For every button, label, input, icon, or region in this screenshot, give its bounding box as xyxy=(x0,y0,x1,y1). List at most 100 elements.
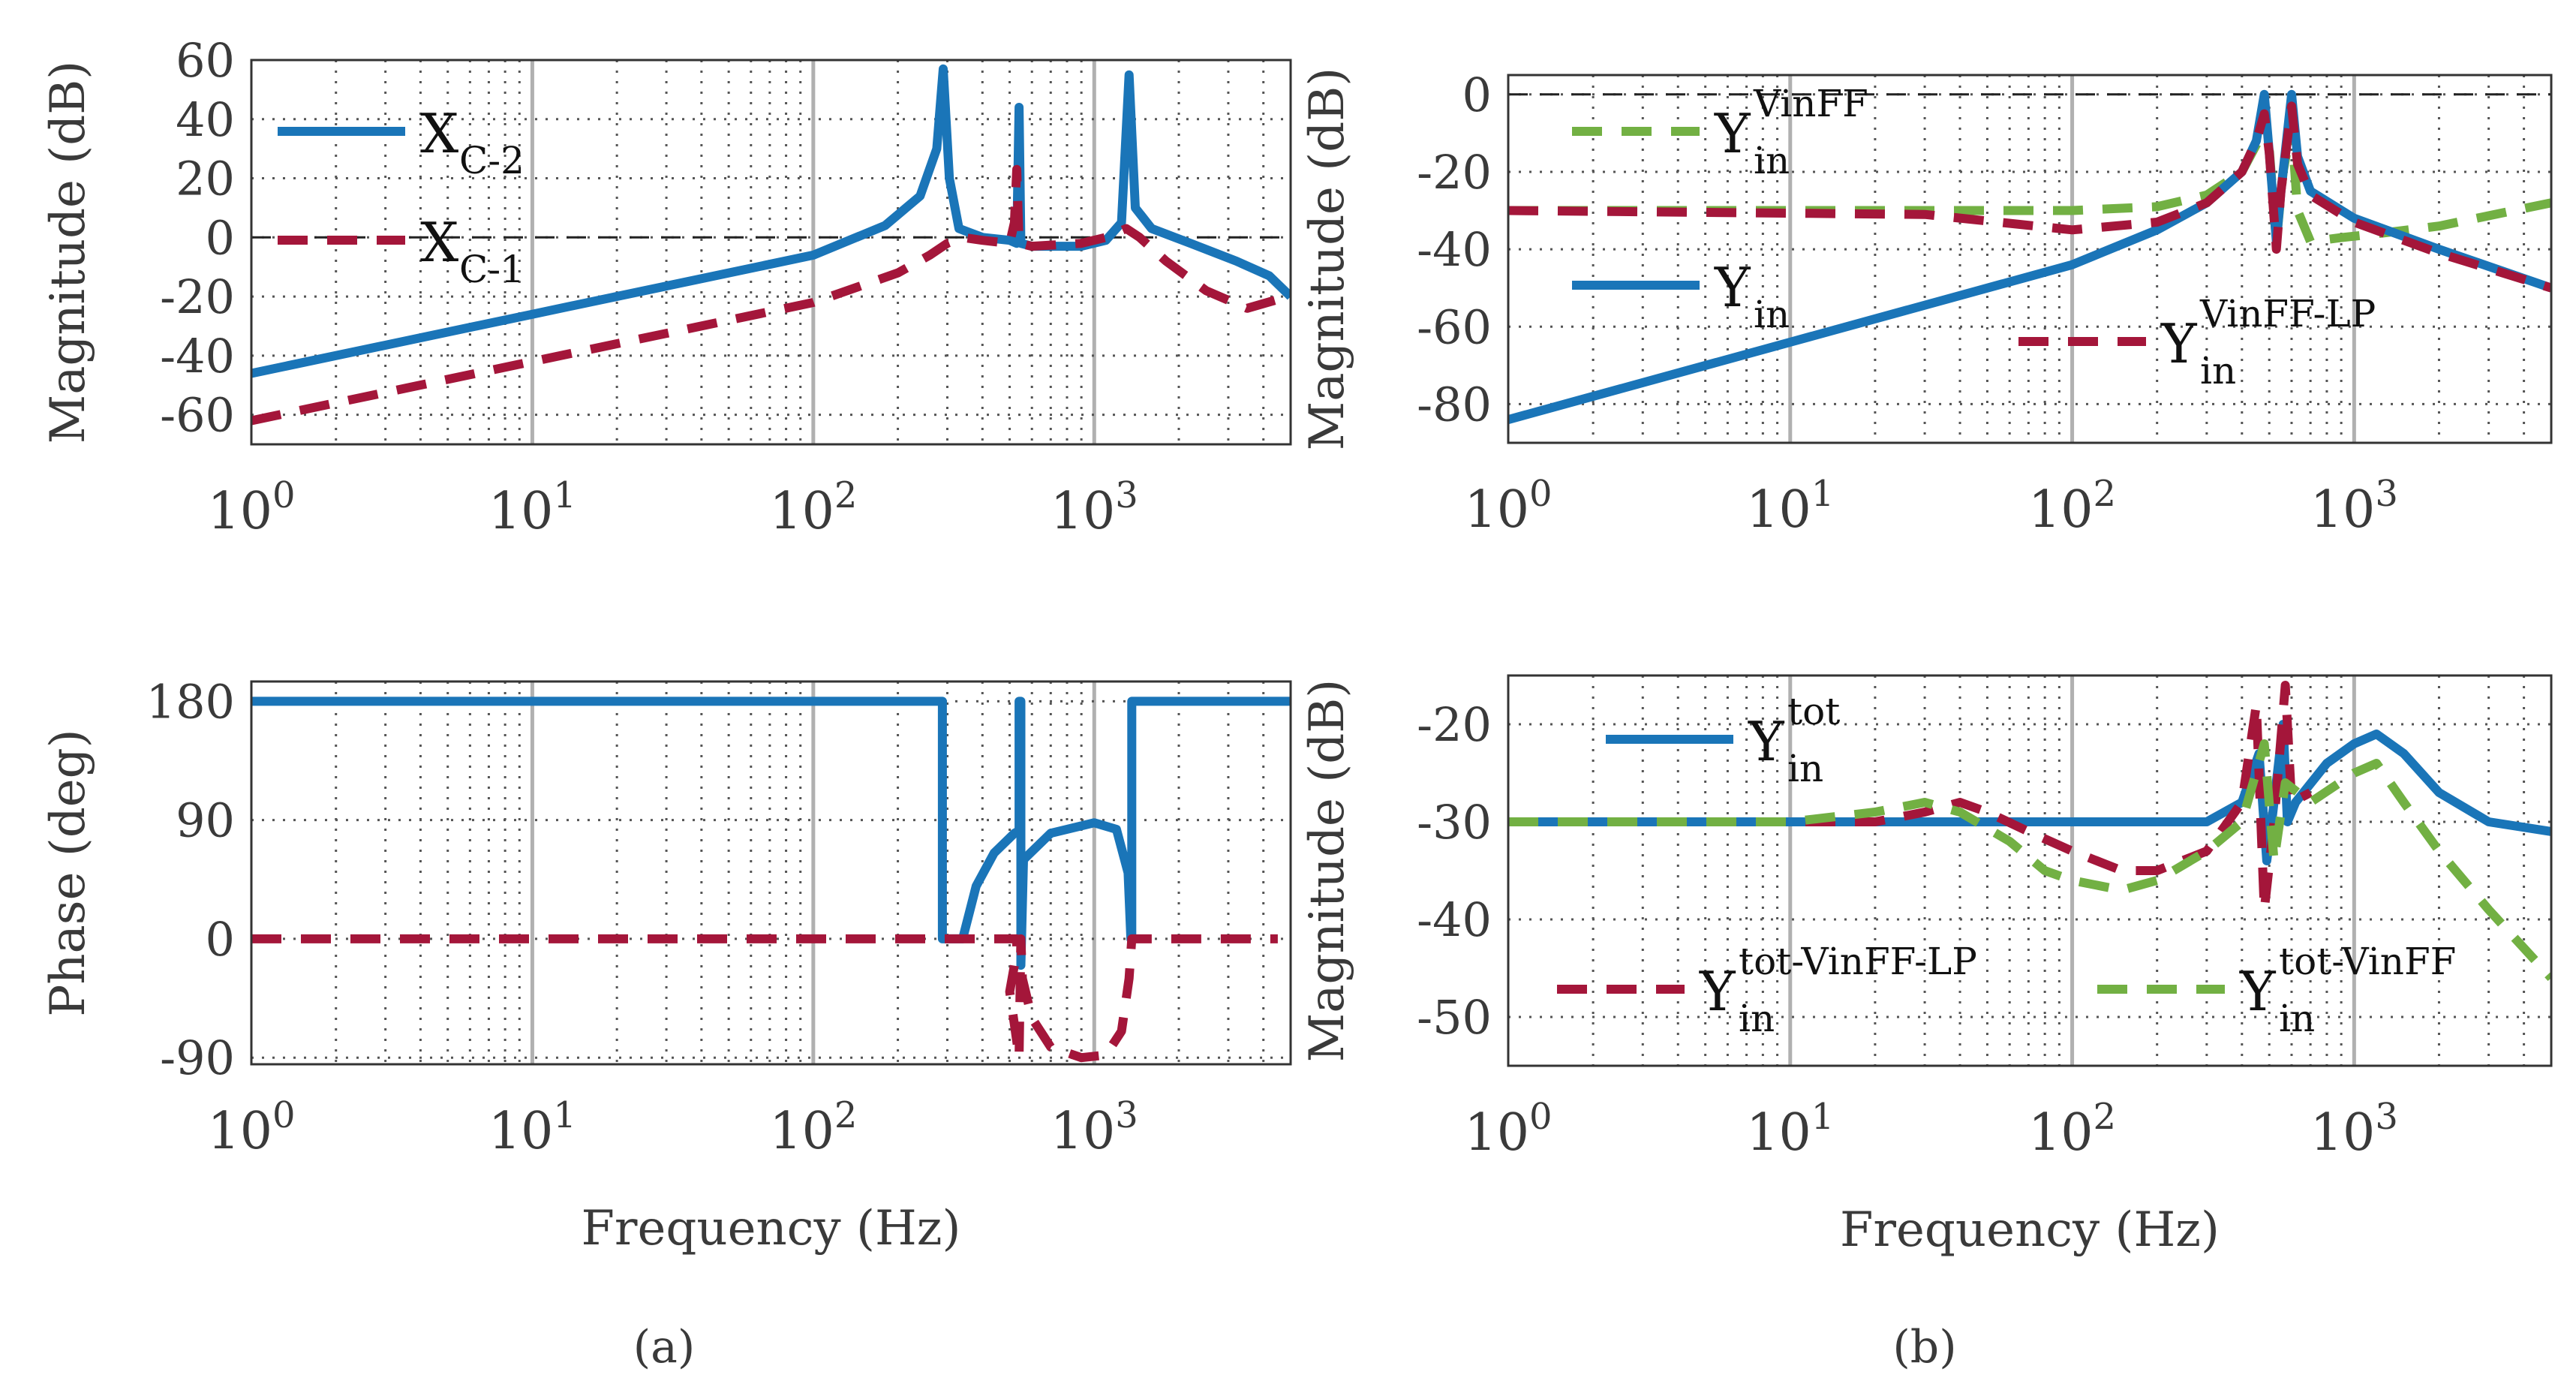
grid xyxy=(251,681,1292,1064)
series-line-red xyxy=(1508,681,2313,914)
legend-label-sub: in xyxy=(2200,349,2236,393)
y-tick-label: -40 xyxy=(160,329,235,384)
legend-label: Y xyxy=(1714,256,1751,319)
y-tick-label: -60 xyxy=(1417,299,1492,354)
y-tick-label: -40 xyxy=(1417,222,1492,277)
x-tick-label: 102 xyxy=(2028,473,2116,540)
caption-b: (b) xyxy=(1892,1321,1956,1373)
legend-label: Y xyxy=(1699,960,1736,1023)
x-tick-label: 100 xyxy=(1464,473,1552,540)
series-line-blue xyxy=(1508,89,2551,424)
y-tick-label: -20 xyxy=(160,269,235,324)
x-tick-label: 103 xyxy=(2310,1096,2398,1163)
series-line-red xyxy=(1508,101,2551,293)
series-group xyxy=(251,697,1291,1063)
series-line-blue xyxy=(1508,720,2551,865)
x-tick-label: 101 xyxy=(488,474,576,541)
legend-label-sub: C-2 xyxy=(459,139,525,182)
y-axis-label: Magnitude (dB) xyxy=(1300,679,1355,1062)
axes-box xyxy=(1507,674,2553,1067)
y-axis-label: Phase (deg) xyxy=(41,729,96,1016)
y-tick-label: -60 xyxy=(160,388,235,443)
x-tick-label: 101 xyxy=(488,1094,576,1161)
y-axis-label: Magnitude (dB) xyxy=(41,61,96,444)
y-tick-label: 90 xyxy=(176,793,235,848)
y-tick-label: -20 xyxy=(1417,697,1492,752)
series-line-red xyxy=(251,934,1278,1063)
chart-b-magnitude-bottom: 100 101 102 103 -50 -40 -30 -20 Magnitude (dB) Fr… xyxy=(1300,674,2553,1258)
y-tick-label: 180 xyxy=(146,674,235,729)
legend-label: X xyxy=(420,211,458,274)
legend-label: Y xyxy=(1748,710,1785,773)
series-line-blue xyxy=(251,64,1291,378)
caption-a: (a) xyxy=(633,1321,696,1373)
legend-label-sup: tot-VinFF xyxy=(2279,940,2456,983)
series-line-green xyxy=(1508,739,2551,982)
grid xyxy=(251,59,1292,444)
y-tick-label: -50 xyxy=(1417,990,1492,1045)
legend-label: Y xyxy=(1714,102,1751,165)
y-tick-label: -90 xyxy=(160,1030,235,1085)
chart-b-magnitude-top: 100 101 102 103 -80 -60 -40 -20 0 Magnitude (dB) Y… xyxy=(1300,68,2553,540)
legend-label: Y xyxy=(2239,960,2277,1023)
x-tick-label: 102 xyxy=(2028,1096,2116,1163)
x-tick-label: 101 xyxy=(1746,473,1834,540)
y-tick-label: 0 xyxy=(206,210,235,265)
x-tick-label: 100 xyxy=(1464,1096,1552,1163)
legend-entry-red: X C-1 xyxy=(278,211,525,291)
x-tick-label: 102 xyxy=(769,1094,857,1161)
chart-a-phase: 100 101 102 103 -90 0 90 180 Phase (deg) Frequenc… xyxy=(41,674,1292,1256)
legend-label: Y xyxy=(2160,312,2198,375)
axes-box xyxy=(1507,74,2553,444)
y-tick-label: 20 xyxy=(176,152,235,206)
series-group xyxy=(251,64,1291,426)
legend-label-sup: tot-VinFF-LP xyxy=(1739,940,1977,983)
x-tick-label: 100 xyxy=(207,1094,295,1161)
legend-label-sub: C-1 xyxy=(459,248,525,291)
axes-box xyxy=(250,59,1292,446)
legend-label-sub: in xyxy=(1739,997,1775,1040)
legend-entry-green: Y VinFF in xyxy=(1572,82,1868,182)
y-tick-label: -30 xyxy=(1417,795,1492,850)
y-tick-label: 40 xyxy=(176,92,235,147)
legend-label-sub: in xyxy=(1787,747,1823,790)
x-tick-label: 103 xyxy=(2310,473,2398,540)
legend-label-sup: tot xyxy=(1787,690,1840,733)
series-line-blue xyxy=(251,697,1291,970)
y-tick-label: -20 xyxy=(1417,145,1492,200)
x-tick-label: 103 xyxy=(1051,1094,1138,1161)
grid xyxy=(1508,75,2553,443)
series-line-green xyxy=(1508,109,2551,246)
legend-label-sub: in xyxy=(2279,997,2315,1040)
legend-entry-red: Y VinFF-LP in xyxy=(2018,292,2376,393)
axes-box xyxy=(250,680,1292,1066)
x-axis-label: Frequency (Hz) xyxy=(582,1201,961,1256)
series-line-red xyxy=(251,164,1279,426)
x-tick-label: 100 xyxy=(207,474,295,541)
y-tick-label: -80 xyxy=(1417,377,1492,432)
y-tick-label: -40 xyxy=(1417,892,1492,947)
y-tick-label: 60 xyxy=(176,33,235,88)
legend-label-sub: in xyxy=(1754,139,1790,182)
y-tick-label: 0 xyxy=(1462,68,1492,122)
y-axis-label: Magnitude (dB) xyxy=(1300,68,1355,450)
legend-label-sup: VinFF xyxy=(1753,82,1868,125)
legend-label-sup: VinFF-LP xyxy=(2199,292,2376,335)
legend-label: X xyxy=(420,102,458,165)
x-tick-label: 101 xyxy=(1746,1096,1834,1163)
legend-label-sub: in xyxy=(1754,293,1790,336)
x-axis-label: Frequency (Hz) xyxy=(1840,1202,2220,1258)
x-tick-label: 102 xyxy=(769,474,857,541)
x-tick-label: 103 xyxy=(1051,474,1138,541)
legend-entry-blue: X C-2 xyxy=(278,102,525,182)
grid xyxy=(1508,675,2553,1066)
y-tick-label: 0 xyxy=(206,912,235,967)
series-group xyxy=(1508,89,2551,424)
series-group xyxy=(1508,681,2551,982)
